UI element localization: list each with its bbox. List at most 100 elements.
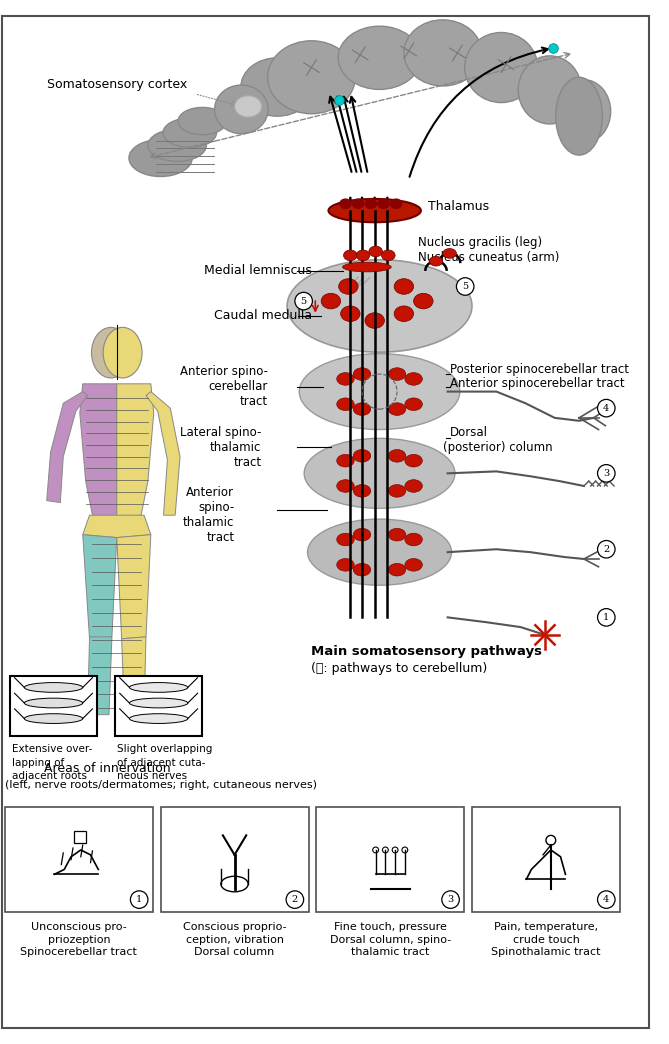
Text: Caudal medulla: Caudal medulla — [214, 309, 312, 323]
Ellipse shape — [337, 398, 355, 410]
Text: (Ⓢ: pathways to cerebellum): (Ⓢ: pathways to cerebellum) — [312, 663, 488, 675]
Text: Slight overlapping: Slight overlapping — [117, 744, 212, 754]
Ellipse shape — [304, 438, 455, 508]
Text: Nucleus gracilis (leg): Nucleus gracilis (leg) — [419, 236, 543, 250]
Ellipse shape — [381, 250, 395, 261]
Circle shape — [295, 292, 312, 310]
Ellipse shape — [337, 373, 355, 385]
Ellipse shape — [405, 398, 422, 410]
Text: lapping of: lapping of — [11, 758, 64, 767]
Ellipse shape — [339, 279, 358, 294]
Text: neous nerves: neous nerves — [117, 772, 187, 781]
Bar — [5, 807, 153, 912]
Polygon shape — [83, 515, 151, 538]
Ellipse shape — [394, 306, 413, 322]
Text: Nucleus cuneatus (arm): Nucleus cuneatus (arm) — [419, 251, 560, 264]
Ellipse shape — [405, 559, 422, 571]
Ellipse shape — [337, 559, 355, 571]
Text: Dorsal: Dorsal — [450, 426, 488, 438]
Ellipse shape — [388, 403, 406, 416]
Circle shape — [286, 891, 304, 908]
Ellipse shape — [388, 367, 406, 380]
Bar — [316, 807, 464, 912]
Text: 3: 3 — [603, 469, 609, 478]
Ellipse shape — [394, 279, 413, 294]
Ellipse shape — [388, 484, 406, 497]
Ellipse shape — [24, 714, 83, 723]
Ellipse shape — [353, 403, 371, 416]
Polygon shape — [47, 392, 88, 502]
Text: thalamic tract: thalamic tract — [351, 947, 429, 957]
Text: 1: 1 — [603, 613, 609, 622]
Ellipse shape — [129, 683, 188, 692]
Text: Spinocerebellar tract: Spinocerebellar tract — [20, 947, 137, 957]
Polygon shape — [80, 384, 117, 518]
Ellipse shape — [557, 79, 611, 143]
Ellipse shape — [268, 41, 355, 114]
Ellipse shape — [465, 32, 538, 102]
Ellipse shape — [388, 528, 406, 541]
Bar — [472, 807, 620, 912]
Ellipse shape — [129, 140, 192, 176]
Text: 1: 1 — [136, 895, 142, 904]
Ellipse shape — [92, 328, 130, 378]
Ellipse shape — [388, 450, 406, 462]
Polygon shape — [83, 535, 117, 639]
Ellipse shape — [299, 354, 460, 429]
Ellipse shape — [390, 198, 403, 209]
Text: Thalamus: Thalamus — [428, 200, 489, 213]
Circle shape — [597, 465, 615, 482]
Bar — [161, 807, 308, 912]
Ellipse shape — [287, 260, 472, 352]
Bar — [115, 675, 203, 736]
Ellipse shape — [369, 246, 383, 257]
Ellipse shape — [353, 484, 371, 497]
Ellipse shape — [405, 533, 422, 546]
Text: Conscious proprio-: Conscious proprio- — [183, 922, 286, 932]
Text: Anterior spino-
cerebellar
tract: Anterior spino- cerebellar tract — [180, 365, 268, 408]
Bar — [74, 831, 86, 844]
Ellipse shape — [353, 528, 371, 541]
Ellipse shape — [337, 533, 355, 546]
Text: Lateral spino-
thalamic
tract: Lateral spino- thalamic tract — [180, 426, 262, 469]
Circle shape — [130, 891, 148, 908]
Ellipse shape — [443, 248, 456, 258]
Ellipse shape — [343, 262, 391, 271]
Ellipse shape — [235, 96, 262, 117]
Ellipse shape — [148, 129, 206, 162]
Ellipse shape — [388, 564, 406, 576]
Text: ception, vibration: ception, vibration — [185, 934, 284, 945]
Ellipse shape — [353, 564, 371, 576]
Ellipse shape — [24, 698, 83, 708]
Ellipse shape — [339, 26, 421, 90]
Ellipse shape — [103, 328, 142, 378]
Ellipse shape — [129, 714, 188, 723]
Ellipse shape — [24, 683, 83, 692]
Ellipse shape — [352, 198, 365, 209]
Text: 3: 3 — [448, 895, 454, 904]
Ellipse shape — [339, 198, 352, 209]
Circle shape — [456, 278, 474, 295]
Ellipse shape — [215, 85, 268, 134]
Text: Fine touch, pressure: Fine touch, pressure — [334, 922, 447, 932]
Text: Main somatosensory pathways: Main somatosensory pathways — [312, 645, 543, 658]
Ellipse shape — [178, 108, 227, 135]
Text: adjacent roots: adjacent roots — [11, 772, 87, 781]
Ellipse shape — [405, 454, 422, 467]
Ellipse shape — [556, 77, 602, 156]
Ellipse shape — [429, 257, 443, 266]
Text: crude touch: crude touch — [512, 934, 579, 945]
Ellipse shape — [308, 519, 452, 586]
Ellipse shape — [356, 250, 370, 261]
Ellipse shape — [353, 367, 371, 380]
Text: 5: 5 — [462, 282, 468, 291]
Ellipse shape — [321, 293, 341, 309]
Ellipse shape — [353, 450, 371, 462]
Text: 2: 2 — [603, 545, 609, 553]
Text: of adjacent cuta-: of adjacent cuta- — [117, 758, 205, 767]
Ellipse shape — [413, 293, 433, 309]
Circle shape — [597, 400, 615, 417]
Text: Medial lemniscus: Medial lemniscus — [204, 264, 312, 278]
Ellipse shape — [337, 479, 355, 493]
Bar — [10, 675, 97, 736]
